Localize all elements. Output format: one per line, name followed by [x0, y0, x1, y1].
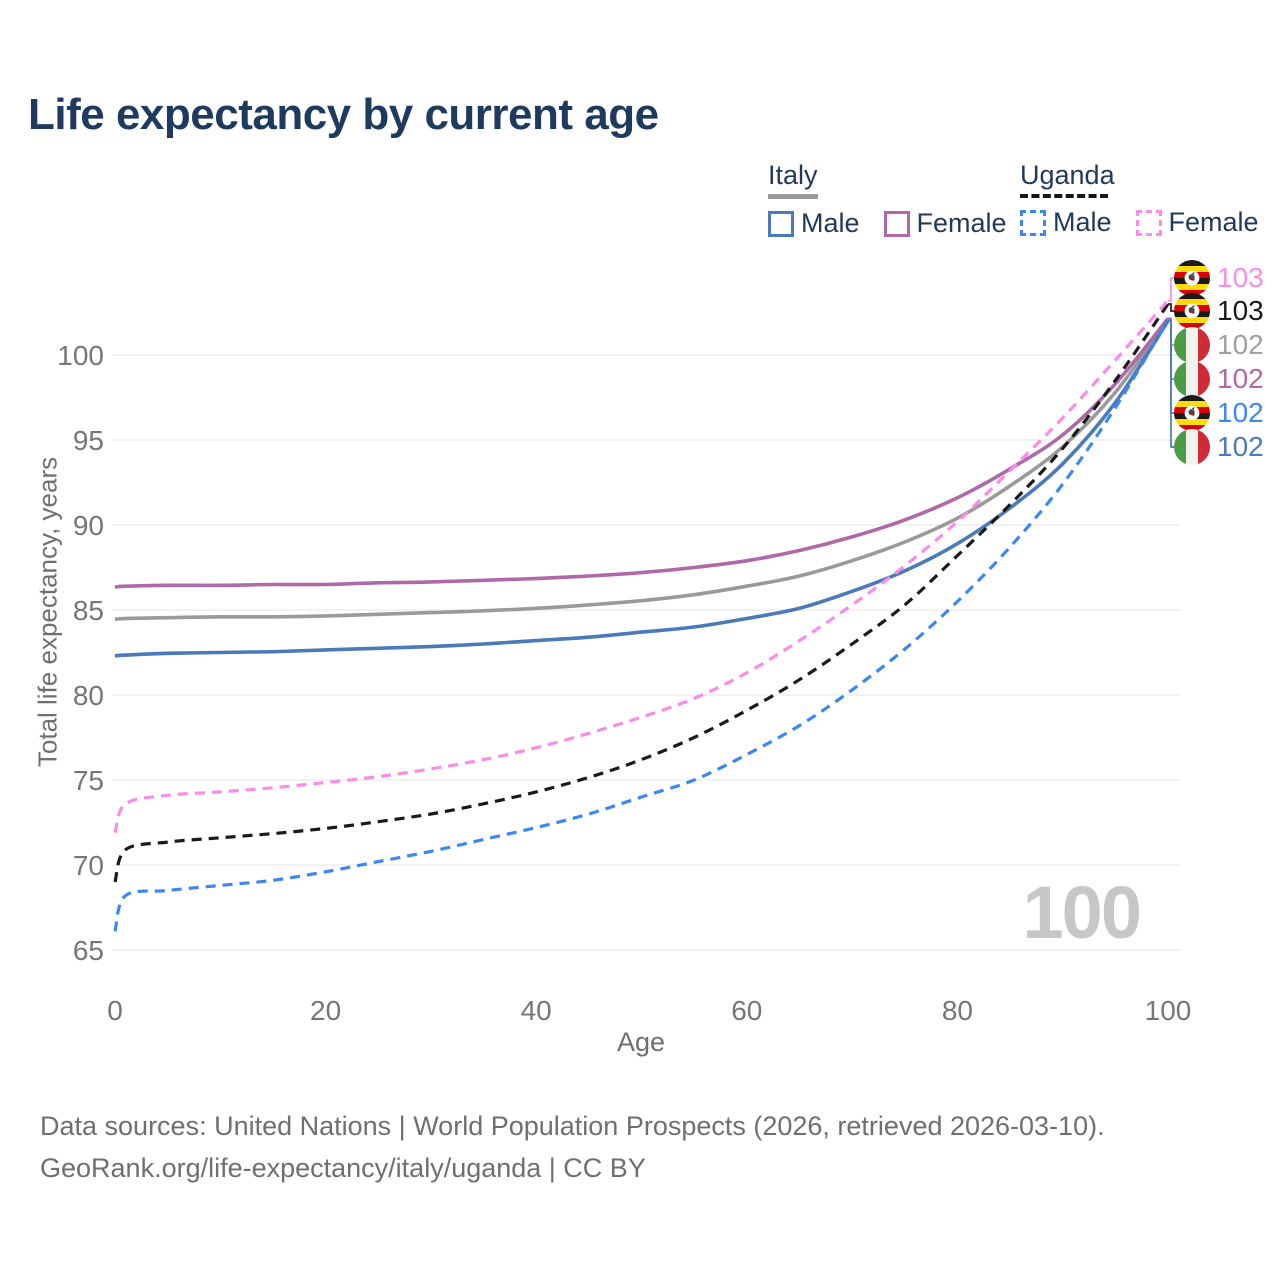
legend-uganda-title: Uganda: [1020, 160, 1115, 190]
y-tick-90: 90: [73, 510, 104, 541]
x-tick-20: 20: [310, 995, 341, 1026]
end-label-italy_female: 102: [1174, 361, 1264, 397]
end-label-uganda_male: 102: [1174, 395, 1264, 431]
legend-label-italy-female: Female: [916, 208, 1007, 238]
legend-italy-title: Italy: [768, 160, 818, 190]
y-axis-title: Total life expectancy, years: [32, 456, 63, 768]
x-tick-60: 60: [731, 995, 762, 1026]
series-line-uganda_male: [113, 319, 1170, 932]
legend-label-italy-male: Male: [801, 208, 860, 238]
footer-attribution: GeoRank.org/life-expectancy/italy/uganda…: [40, 1153, 646, 1183]
y-tick-100: 100: [57, 340, 104, 371]
chart-canvas: 65 70 75 80 85 90 95 100 0 20 40 60 80 100: [57, 277, 1192, 1026]
end-label-uganda_female: 103: [1174, 260, 1264, 296]
end-value-uganda_total: 103: [1217, 295, 1264, 326]
legend-uganda-header[interactable]: Uganda: [1020, 160, 1259, 198]
series-line-uganda_total: [113, 303, 1170, 883]
y-tick-85: 85: [73, 595, 104, 626]
uganda-line-style-swatch: [1020, 194, 1108, 198]
end-value-italy_female: 102: [1217, 363, 1264, 394]
legend-group-italy: Italy Male Female: [768, 160, 1007, 239]
footer-data-sources: Data sources: United Nations | World Pop…: [40, 1111, 1105, 1141]
end-label-uganda_total: 103: [1174, 293, 1264, 329]
legend-entry-italy-female[interactable]: Female: [883, 208, 1007, 239]
x-tick-100: 100: [1145, 995, 1192, 1026]
end-label-italy_total: 102: [1174, 327, 1264, 363]
end-value-uganda_male: 102: [1217, 397, 1264, 428]
legend-label-uganda-female: Female: [1168, 207, 1259, 237]
italy-flag-icon: [1174, 361, 1210, 397]
y-tick-75: 75: [73, 765, 104, 796]
y-tick-95: 95: [73, 425, 104, 456]
x-tick-80: 80: [942, 995, 973, 1026]
legend-italy-header[interactable]: Italy: [768, 160, 1007, 199]
legend-entry-uganda-male[interactable]: Male: [1020, 207, 1112, 238]
italy-flag-icon: [1174, 327, 1210, 363]
italy-flag-icon: [1174, 429, 1210, 465]
end-value-uganda_female: 103: [1217, 262, 1264, 293]
end-value-italy_total: 102: [1217, 329, 1264, 360]
uganda-flag-icon: [1174, 260, 1210, 296]
uganda-flag-icon: [1174, 293, 1210, 329]
y-tick-70: 70: [73, 850, 104, 881]
series-line-italy_total: [114, 318, 1170, 622]
age-watermark: 100: [1022, 871, 1142, 954]
end-value-italy_male: 102: [1217, 431, 1264, 462]
italy-line-style-swatch: [768, 194, 818, 199]
legend-entry-uganda-female[interactable]: Female: [1135, 207, 1259, 238]
series-line-uganda_female: [113, 299, 1170, 834]
italy-male-swatch: [768, 210, 794, 237]
y-tick-65: 65: [73, 935, 104, 966]
italy-female-swatch: [883, 210, 910, 237]
uganda-male-swatch: [1020, 209, 1046, 236]
series-line-italy_male: [114, 320, 1170, 658]
series-line-italy_female: [114, 317, 1170, 589]
end-label-italy_male: 102: [1174, 429, 1264, 465]
footer: Data sources: United Nations | World Pop…: [40, 1105, 1105, 1189]
page-title: Life expectancy by current age: [28, 90, 659, 139]
x-axis-title: Age: [616, 1027, 666, 1057]
x-tick-0: 0: [107, 995, 123, 1026]
uganda-flag-icon: [1174, 395, 1210, 431]
uganda-female-swatch: [1135, 209, 1162, 236]
legend-entry-italy-male[interactable]: Male: [768, 208, 860, 239]
legend-label-uganda-male: Male: [1053, 207, 1112, 237]
x-tick-40: 40: [521, 995, 552, 1026]
y-tick-80: 80: [73, 680, 104, 711]
legend-group-uganda: Uganda Male Female: [1020, 160, 1259, 238]
